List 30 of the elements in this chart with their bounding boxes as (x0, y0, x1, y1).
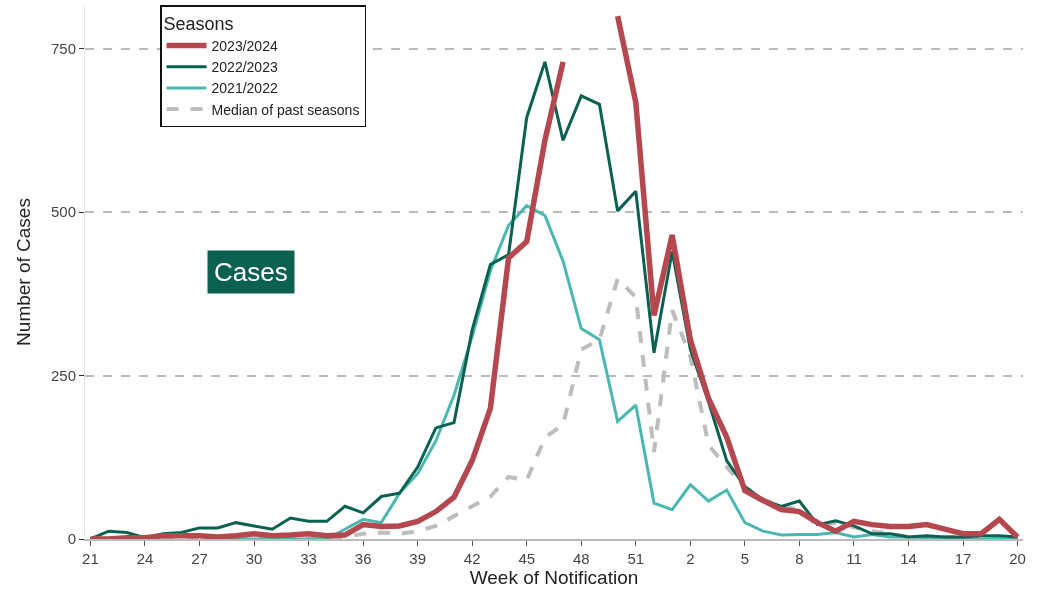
x-tick-label: 36 (354, 550, 372, 567)
x-tick-label: 27 (191, 550, 208, 567)
y-tick-label: 500 (50, 203, 76, 221)
x-tick-label: 5 (740, 550, 750, 567)
legend-label: 2023/2024 (211, 37, 278, 54)
y-tick-label: 0 (67, 530, 76, 548)
x-tick-label: 48 (572, 550, 590, 567)
x-tick-label: 51 (627, 550, 645, 567)
x-tick-label: 24 (136, 550, 154, 567)
x-tick-label: 2 (686, 550, 695, 567)
x-tick-label: 45 (518, 550, 536, 567)
y-axis-title: Number of Cases (12, 198, 34, 346)
legend-label: 2022/2023 (211, 59, 278, 76)
x-tick-label: 14 (900, 550, 917, 567)
legend-label: 2021/2022 (211, 80, 278, 97)
y-tick-label: 750 (50, 40, 76, 58)
x-tick-label: 39 (409, 550, 426, 567)
x-tick-label: 30 (245, 550, 263, 567)
x-axis-title: Week of Notification (469, 567, 639, 588)
legend-title: Seasons (163, 13, 234, 34)
x-tick-label: 17 (954, 550, 972, 567)
annotation: Cases (214, 257, 288, 287)
x-tick-label: 20 (1009, 550, 1026, 567)
x-tick-label: 42 (463, 550, 481, 567)
x-tick-label: 33 (300, 550, 317, 567)
y-tick-label: 250 (50, 366, 76, 384)
x-tick-label: 11 (846, 550, 862, 567)
legend-label: Median of past seasons (211, 101, 360, 118)
x-tick-label: 21 (82, 550, 99, 567)
x-tick-label: 8 (795, 550, 804, 567)
